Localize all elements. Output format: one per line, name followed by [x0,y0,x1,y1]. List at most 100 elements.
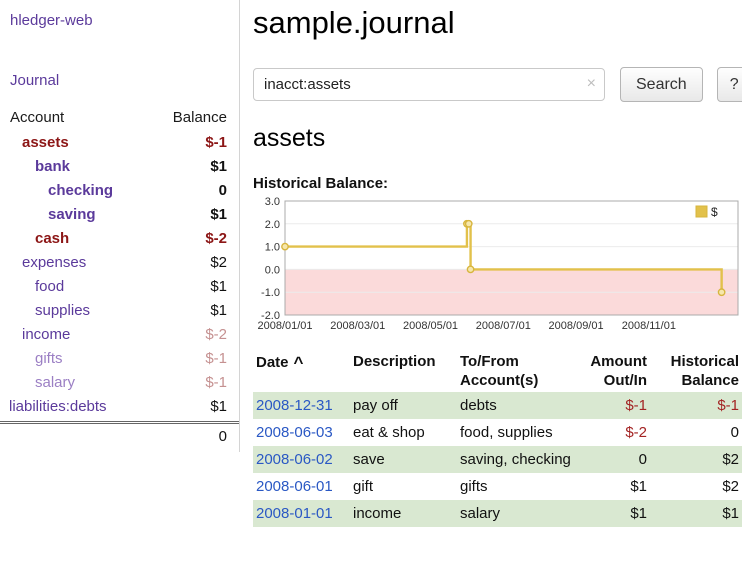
account-balance: $-1 [205,134,227,151]
register-date-cell: 2008-12-31 [253,392,350,419]
sidebar-account-link[interactable]: saving [48,206,96,223]
register-table: Date ^ Description To/From Account(s) Amo… [253,350,742,527]
register-date-link[interactable]: 2008-12-31 [256,397,333,414]
sidebar-account-link[interactable]: salary [35,374,76,391]
register-header-amount: Amount Out/In [590,353,647,389]
register-historical-balance: $-1 [717,397,739,414]
register-description: income [353,505,402,522]
register-amount: $-1 [625,397,647,414]
svg-text:2008/03/01: 2008/03/01 [330,320,385,332]
register-amount: $1 [630,478,647,495]
register-historical-balance: $1 [722,505,739,522]
svg-text:0.0: 0.0 [265,264,280,276]
register-description: pay off [353,397,398,414]
search-button[interactable]: Search [620,67,703,102]
register-description: gift [353,478,374,495]
register-accounts: saving, checking [460,451,571,468]
search-box: × [253,68,605,101]
accounts-table: Account Balance assets $-1 bank $1 checking 0… [0,105,239,449]
register-amount: $1 [630,505,647,522]
register-row: 2008-01-01 income salary $1 $1 [253,500,742,527]
account-balance: 0 [218,182,227,199]
account-row: expenses $2 [0,251,239,275]
register-row: 2008-06-03 eat & shop food, supplies $-2 0 [253,419,742,446]
help-button[interactable]: ? [716,67,742,102]
sidebar-account-link[interactable]: expenses [22,254,87,271]
sidebar: hledger-web Journal Account Balance asse… [0,0,240,452]
register-date-cell: 2008-06-01 [253,473,350,500]
sidebar-account-link[interactable]: supplies [35,302,91,319]
account-heading: assets [253,124,326,152]
register-header-accounts: To/From Account(s) [460,353,539,389]
search-bar: × Search ? [253,67,742,102]
register-accounts: debts [460,397,497,414]
register-date-link[interactable]: 2008-01-01 [256,505,333,522]
accounts-table-body: assets $-1 bank $1 checking 0 saving $1 cash $-2 e… [0,131,239,419]
register-date-link[interactable]: 2008-06-01 [256,478,333,495]
date-header-label: Date [256,354,289,371]
register-accounts: gifts [460,478,488,495]
account-row: saving $1 [0,203,239,227]
sidebar-account-link[interactable]: checking [48,182,114,199]
sidebar-account-link[interactable]: income [22,326,71,343]
svg-text:2.0: 2.0 [265,219,280,231]
page-title: sample.journal [253,5,455,40]
account-balance: $2 [210,254,227,271]
register-row: 2008-12-31 pay off debts $-1 $-1 [253,392,742,419]
svg-text:2008/07/01: 2008/07/01 [476,320,531,332]
register-header-balance: Historical Balance [670,353,739,389]
account-row: income $-2 [0,323,239,347]
app-title-link[interactable]: hledger-web [10,12,93,29]
register-amount: $-2 [625,424,647,441]
svg-text:2008/09/01: 2008/09/01 [549,320,604,332]
hledger-web-app: hledger-web Journal Account Balance asse… [0,0,742,527]
register-header: Date ^ Description To/From Account(s) Amo… [253,350,742,392]
register-header-date[interactable]: Date ^ [253,350,350,392]
account-row: food $1 [0,275,239,299]
account-balance: $1 [210,278,227,295]
register-date-link[interactable]: 2008-06-03 [256,424,333,441]
account-balance: $1 [210,206,227,223]
sidebar-account-link[interactable]: bank [35,158,71,175]
sidebar-account-link[interactable]: assets [22,134,69,151]
accounts-header-account: Account [10,109,65,126]
svg-text:$: $ [711,205,718,219]
svg-text:3.0: 3.0 [265,196,280,208]
account-balance: $-2 [205,230,227,247]
sort-ascending-icon: ^ [293,353,304,372]
register-description: save [353,451,385,468]
register-date-cell: 2008-01-01 [253,500,350,527]
clear-search-icon[interactable]: × [586,75,596,92]
register-accounts: food, supplies [460,424,553,441]
svg-text:1.0: 1.0 [265,242,280,254]
register-amount: 0 [638,451,647,468]
register-header-description: Description [353,353,436,370]
account-row: assets $-1 [0,131,239,155]
account-balance: $-2 [205,326,227,343]
account-balance: $1 [210,158,227,175]
account-balance: $-1 [205,350,227,367]
account-row: bank $1 [0,155,239,179]
register-date-link[interactable]: 2008-06-02 [256,451,333,468]
sidebar-account-link[interactable]: cash [35,230,70,247]
register-date-cell: 2008-06-03 [253,419,350,446]
search-input[interactable] [253,68,605,101]
account-row: salary $-1 [0,371,239,395]
register-historical-balance: $2 [722,478,739,495]
accounts-table-header: Account Balance [0,105,239,131]
register-row: 2008-06-01 gift gifts $1 $2 [253,473,742,500]
register-description: eat & shop [353,424,425,441]
sidebar-item-journal[interactable]: Journal [10,72,60,89]
register-historical-balance: 0 [730,424,739,441]
accounts-total-row: 0 [0,421,239,449]
account-row: checking 0 [0,179,239,203]
account-row: supplies $1 [0,299,239,323]
accounts-header-balance: Balance [172,109,227,126]
account-row: liabilities:debts $1 [0,395,239,419]
sidebar-account-link[interactable]: gifts [35,350,63,367]
sidebar-account-link[interactable]: liabilities:debts [9,398,107,415]
accounts-total-value: 0 [218,428,227,445]
sidebar-account-link[interactable]: food [35,278,65,295]
register-row: 2008-06-02 save saving, checking 0 $2 [253,446,742,473]
